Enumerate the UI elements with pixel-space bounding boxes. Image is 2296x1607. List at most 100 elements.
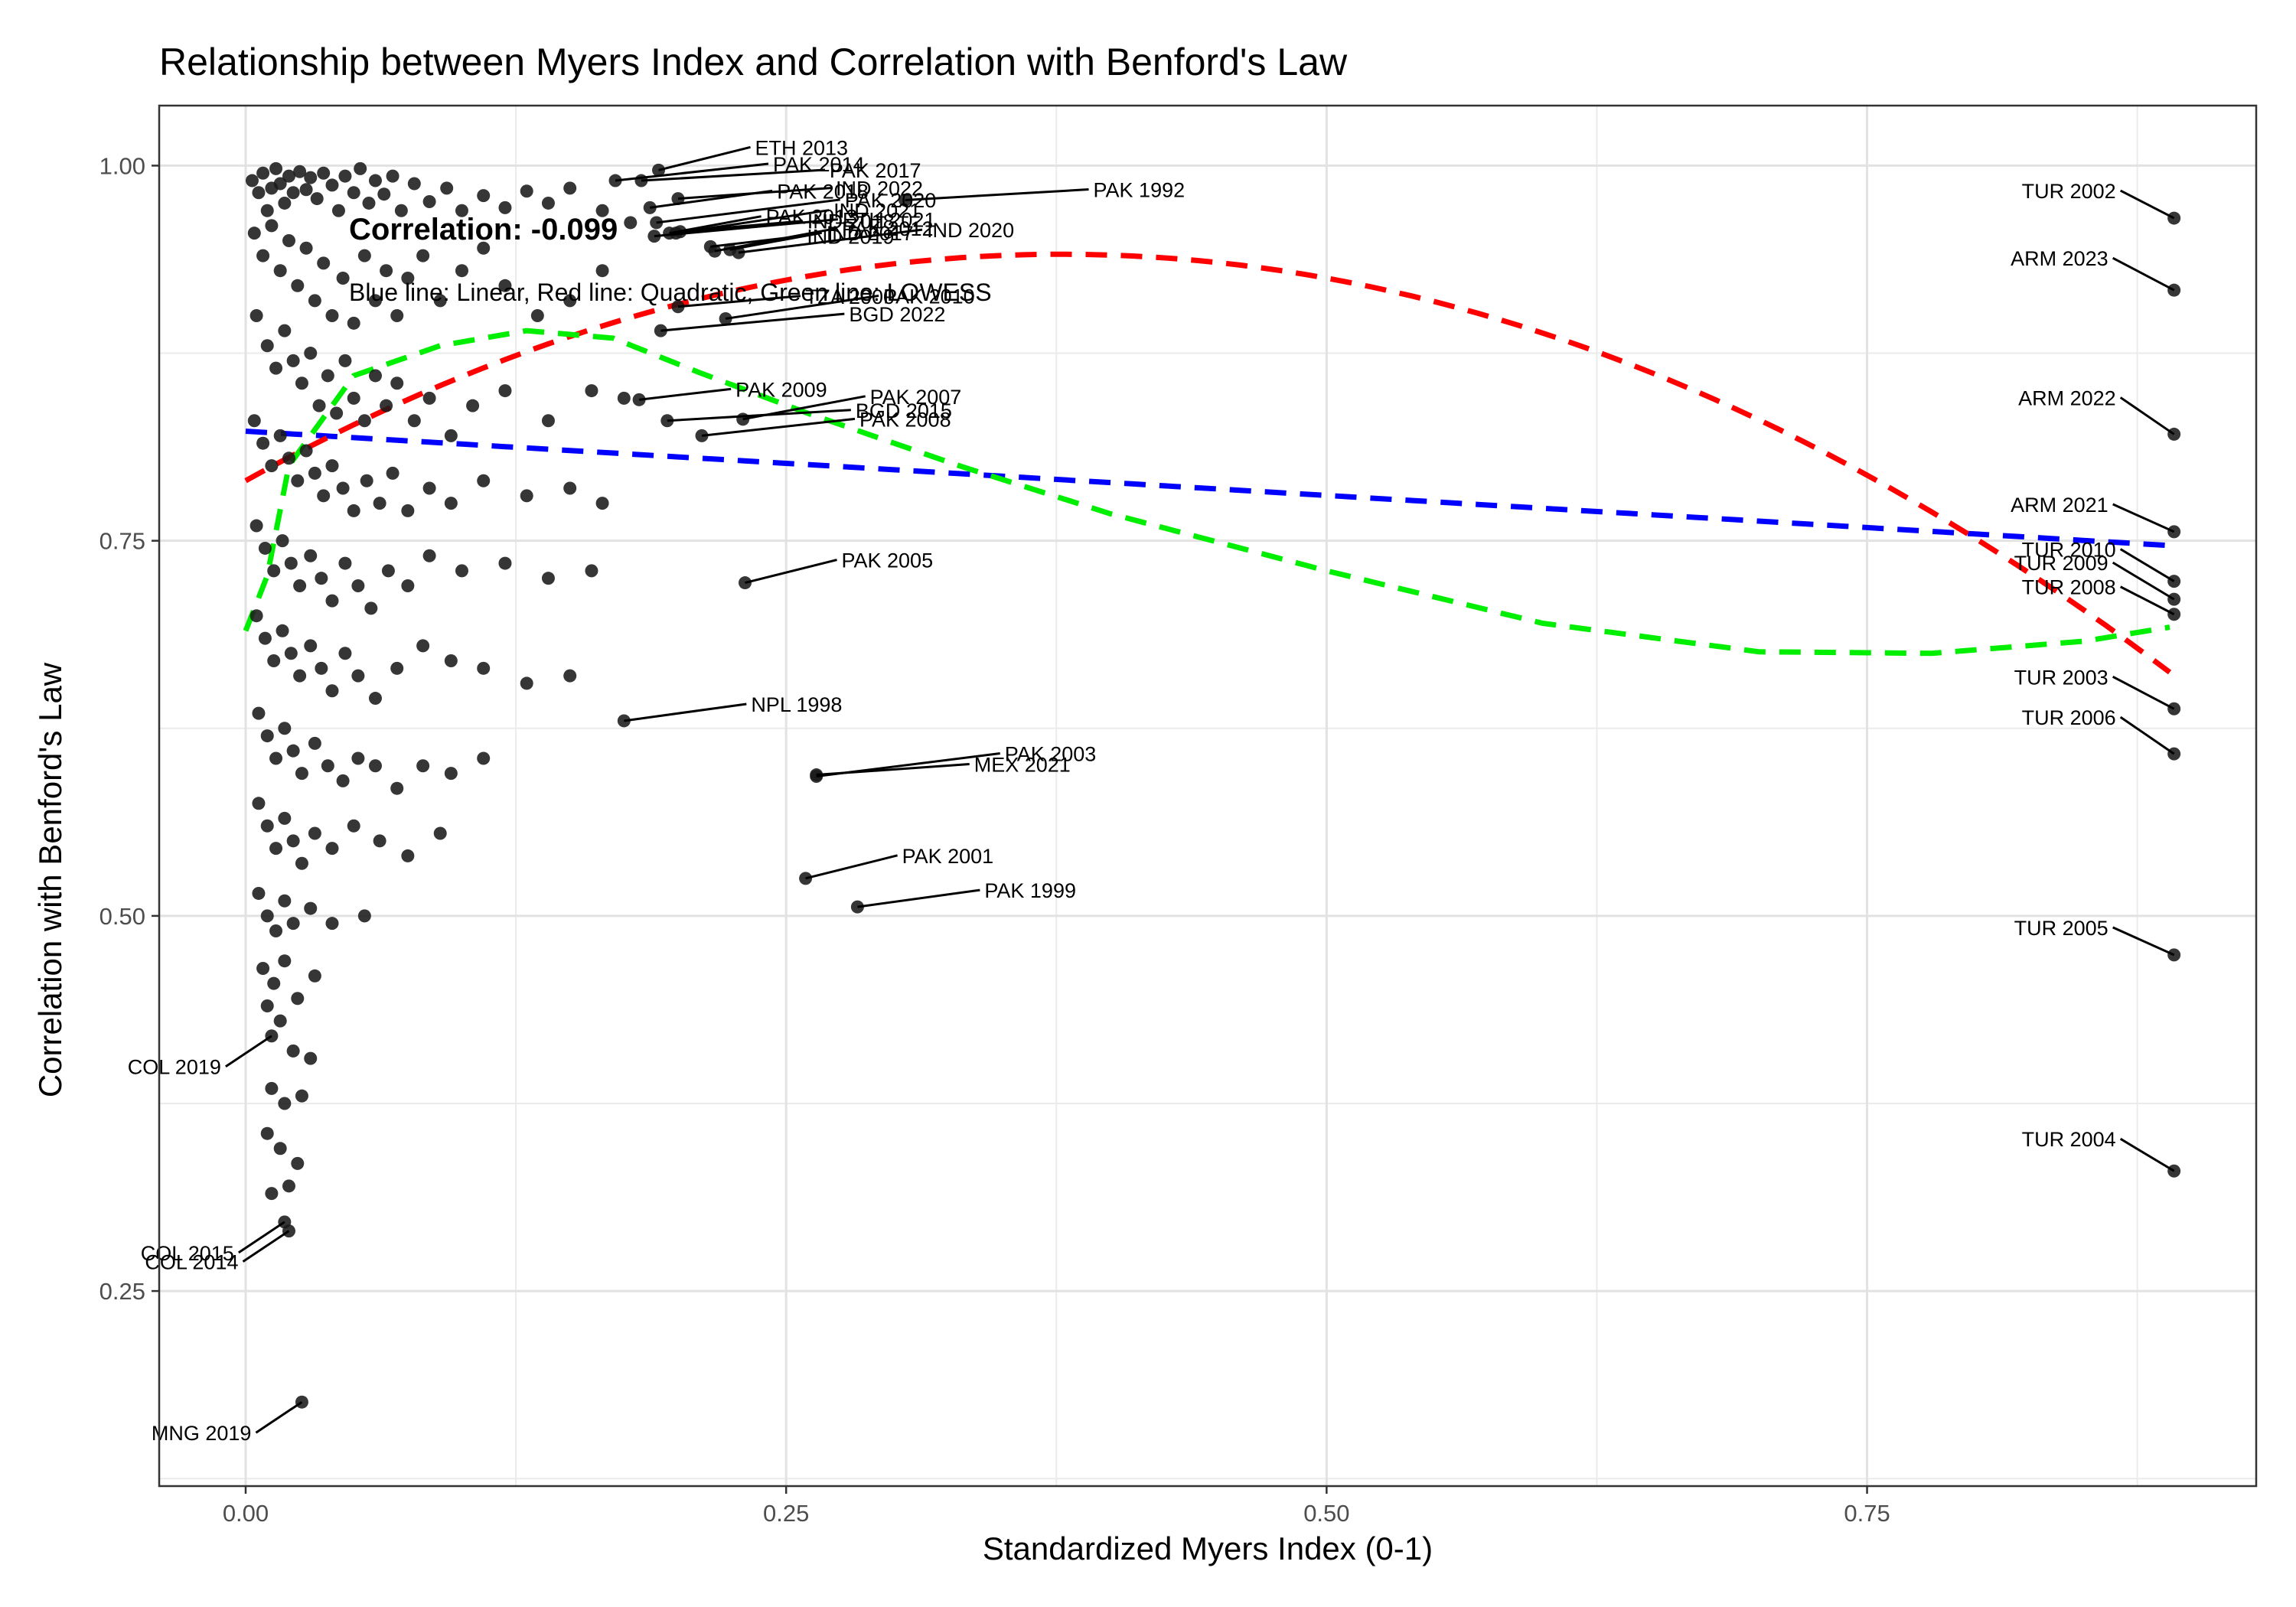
data-point: [258, 631, 272, 645]
data-point: [433, 294, 447, 308]
data-point: [394, 204, 408, 217]
x-axis-title: Standardized Myers Index (0-1): [982, 1530, 1433, 1566]
data-point: [293, 669, 307, 683]
data-point: [269, 361, 283, 375]
data-point: [269, 924, 283, 937]
data-point: [252, 186, 266, 200]
point-label: TUR 2006: [2022, 706, 2116, 729]
data-point: [498, 556, 512, 570]
data-point: [368, 369, 382, 383]
data-point: [265, 1081, 279, 1095]
y-tick-label: 0.75: [99, 528, 145, 555]
data-point: [325, 309, 339, 323]
point-label: PAK 2007: [870, 386, 962, 409]
data-point: [260, 339, 274, 353]
point-label: IND 2020: [927, 219, 1014, 242]
data-point: [563, 669, 577, 683]
data-point: [291, 474, 305, 487]
data-point: [299, 183, 313, 197]
data-point: [321, 759, 334, 773]
point-label: IND 2022: [836, 178, 923, 200]
label-leader-line: [225, 1035, 272, 1068]
point-label: COL 2019: [128, 1056, 221, 1079]
data-point: [273, 177, 287, 191]
data-point: [444, 767, 458, 781]
label-leader-line: [615, 162, 769, 182]
data-point: [308, 826, 321, 840]
data-point: [291, 279, 305, 292]
label-leader-line: [738, 228, 923, 254]
label-leader-line: [660, 312, 845, 332]
data-point: [347, 186, 360, 200]
data-point: [422, 481, 436, 495]
data-point: [308, 294, 321, 308]
label-leader-line: [816, 752, 1000, 777]
label-leader-line: [669, 215, 762, 235]
data-point: [265, 459, 279, 473]
data-point: [295, 376, 308, 390]
data-point: [444, 654, 458, 668]
data-point: [256, 166, 270, 180]
data-point: [364, 601, 378, 615]
data-point: [276, 624, 289, 637]
data-point: [377, 187, 391, 201]
data-point: [373, 497, 386, 510]
data-point: [276, 534, 289, 548]
y-tick-label: 0.25: [99, 1278, 145, 1305]
data-point: [416, 759, 430, 773]
data-point: [455, 564, 468, 578]
label-leader-line: [656, 198, 840, 224]
point-label: IND 2021: [833, 200, 921, 223]
data-point: [541, 414, 555, 428]
data-point: [247, 414, 261, 428]
data-point: [260, 729, 274, 743]
data-point: [260, 204, 274, 217]
data-point: [407, 414, 421, 428]
data-point: [585, 384, 598, 398]
point-label: PAK 2017: [830, 159, 921, 182]
label-leader-line: [2119, 396, 2175, 435]
label-leader-line: [729, 231, 823, 251]
data-point: [595, 204, 609, 217]
data-point: [325, 594, 339, 608]
data-point: [295, 1089, 308, 1103]
data-point: [477, 474, 491, 487]
data-point: [245, 174, 259, 187]
label-leader-line: [2112, 926, 2175, 957]
point-labels: TUR 2002 ARM 2023 ARM 2022 ARM 2021 TUR 2010…: [128, 136, 2175, 1445]
data-point: [273, 1014, 287, 1028]
label-leader-line: [677, 295, 801, 308]
data-point: [282, 451, 295, 465]
point-label: PAK 2009: [735, 378, 827, 401]
data-point: [498, 384, 512, 398]
data-point: [278, 894, 292, 908]
data-point: [617, 391, 631, 405]
data-point: [293, 165, 307, 178]
point-label: ARM 2022: [2018, 386, 2116, 409]
label-leader-line: [667, 409, 851, 422]
data-point: [252, 797, 266, 810]
data-point: [595, 497, 609, 510]
data-point: [347, 504, 360, 517]
data-point: [265, 219, 279, 233]
data-point: [368, 759, 382, 773]
data-point: [477, 751, 491, 765]
data-point: [368, 294, 382, 308]
data-point: [256, 249, 270, 262]
data-point: [351, 751, 365, 765]
point-label: IND 2019: [807, 225, 894, 248]
lowess-fit-line: [243, 328, 2170, 657]
data-point: [282, 233, 295, 247]
point-label: TUR 2003: [2014, 666, 2108, 689]
data-point: [541, 196, 555, 210]
data-point: [252, 886, 266, 900]
data-point: [295, 767, 308, 781]
point-label: ETH 2013: [755, 136, 849, 159]
data-point: [530, 309, 544, 323]
data-point: [351, 579, 365, 592]
label-leader-line: [701, 417, 856, 437]
data-point: [273, 1142, 287, 1156]
data-point: [401, 504, 415, 517]
y-tick-label: 1.00: [99, 152, 145, 179]
